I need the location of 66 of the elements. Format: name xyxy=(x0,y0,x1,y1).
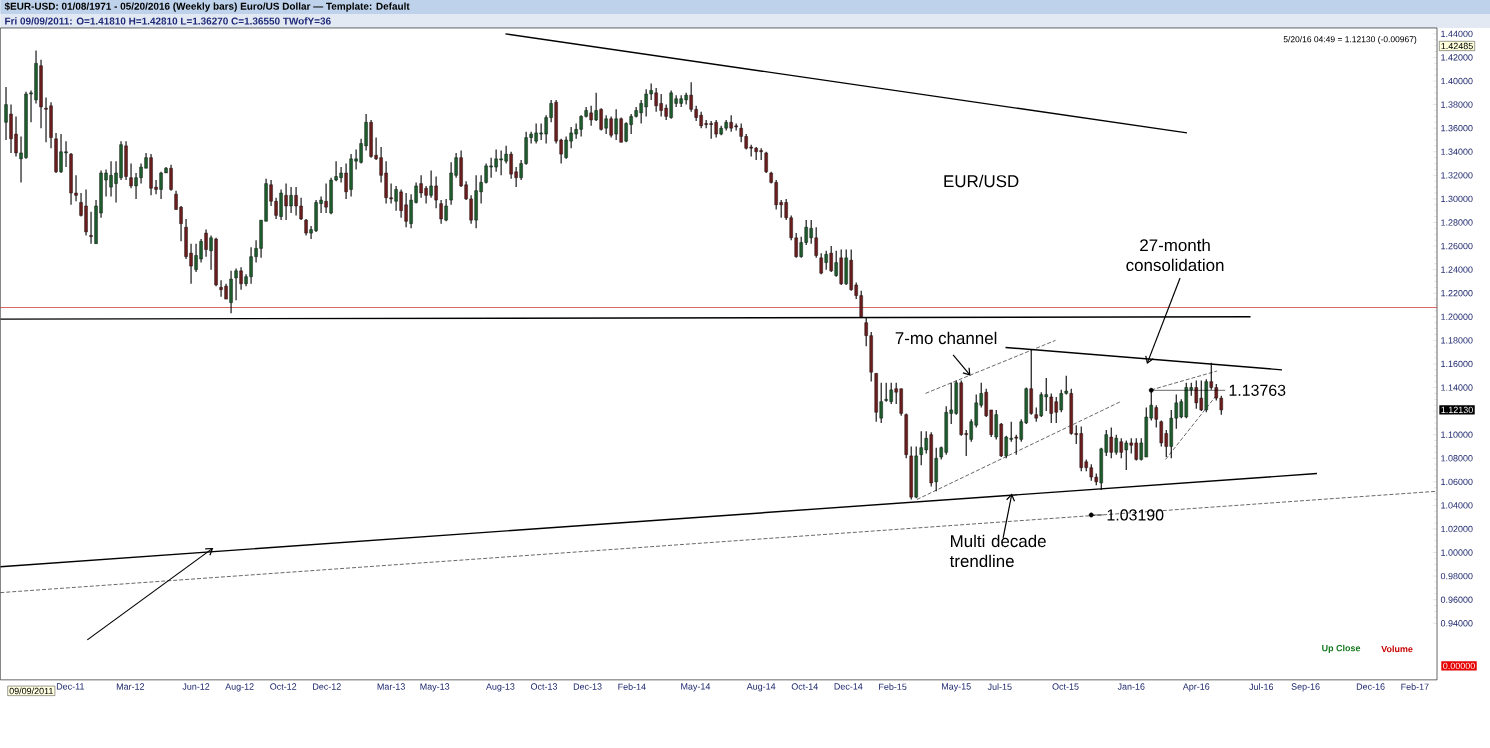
y-tick-label: 1.34000 xyxy=(1441,148,1473,156)
y-tick-label: 1.44000 xyxy=(1441,30,1473,38)
y-tick-label: 1.02000 xyxy=(1441,525,1473,533)
y-tick-label: 1.32000 xyxy=(1441,172,1473,179)
text: 0.00000 xyxy=(1443,662,1475,670)
x-tick-label: May-14 xyxy=(681,683,711,692)
y-tick-label: 1.24000 xyxy=(1441,266,1473,273)
y-tick-label: 1.00000 xyxy=(1441,549,1473,556)
x-tick-label: Dec-13 xyxy=(573,683,602,690)
text: 09/09/2011 xyxy=(9,687,53,695)
text: 1.12130 xyxy=(1441,406,1473,414)
x-tick-label: Apr-16 xyxy=(1182,683,1210,692)
annotation: EUR/USD xyxy=(944,174,1019,188)
x-tick-label: Oct-14 xyxy=(791,683,818,690)
x-tick-label: Oct-13 xyxy=(530,683,558,690)
text: 1.42485 xyxy=(1441,42,1473,50)
y-tick-label: 1.20000 xyxy=(1441,313,1473,321)
x-tick-label: Dec-16 xyxy=(1356,683,1385,690)
annotation: 7-mo channel xyxy=(895,331,997,345)
x-tick-label: Feb-17 xyxy=(1401,683,1429,691)
y-tick-label: 1.36000 xyxy=(1441,125,1473,132)
y-tick-label: 1.16000 xyxy=(1441,360,1473,368)
data-label: 1.03190 xyxy=(1107,509,1164,521)
x-tick-label: May-15 xyxy=(942,683,971,692)
x-tick-label: Dec-12 xyxy=(313,683,341,690)
y-tick-label: 1.18000 xyxy=(1441,337,1473,344)
y-tick-label: 0.94000 xyxy=(1440,620,1473,627)
x-tick-label: Jul-16 xyxy=(1249,683,1274,691)
y-tick-label: 1.08000 xyxy=(1441,455,1473,462)
y-tick-label: 1.26000 xyxy=(1441,242,1473,250)
x-tick-label: Oct-15 xyxy=(1052,683,1079,690)
x-tick-label: Dec-14 xyxy=(834,683,863,690)
y-tick-label: 1.30000 xyxy=(1441,195,1473,203)
chart-subtitle: Fri 09/09/2011: O=1.41810 H=1.42810 L=1.36270 C=1.36550 TWofY=36 xyxy=(5,17,331,25)
x-tick-label: Aug-12 xyxy=(225,683,254,692)
x-tick-label: Aug-14 xyxy=(746,683,776,692)
x-tick-label: Jul-15 xyxy=(987,683,1012,691)
y-tick-label: 0.98000 xyxy=(1440,573,1473,580)
annotation: 27-month consolidation xyxy=(1126,238,1224,272)
y-tick-label: 1.22000 xyxy=(1441,290,1473,297)
y-tick-label: 1.14000 xyxy=(1441,384,1473,391)
y-tick-label: 1.06000 xyxy=(1441,478,1473,486)
annotation: Up Close xyxy=(1322,644,1361,654)
x-tick-label: Feb-14 xyxy=(618,683,646,691)
y-tick-label: 1.10000 xyxy=(1441,431,1473,438)
x-tick-label: Jan-16 xyxy=(1117,683,1145,690)
annotation: Volume xyxy=(1381,645,1413,653)
x-tick-label: Dec-11 xyxy=(56,683,84,690)
y-tick-label: 0.96000 xyxy=(1440,596,1473,603)
y-tick-label: 1.28000 xyxy=(1441,219,1473,226)
x-tick-label: Mar-13 xyxy=(377,683,405,690)
x-tick-label: Aug-13 xyxy=(485,683,515,692)
annotation: Multi decade trendline xyxy=(949,534,1046,568)
x-tick-label: Oct-12 xyxy=(270,683,297,690)
x-tick-label: Sep-16 xyxy=(1291,683,1320,692)
y-tick-label: 1.04000 xyxy=(1441,502,1473,509)
y-tick-label: 1.40000 xyxy=(1441,77,1473,85)
x-tick-label: Jun-12 xyxy=(182,683,210,690)
chart-title: $EUR-USD: 01/08/1971 - 05/20/2016 (Weekly bars) Euro/US Dollar — Template: Default xyxy=(4,2,410,12)
x-tick-label: Mar-12 xyxy=(116,683,145,690)
y-tick-label: 1.38000 xyxy=(1441,101,1473,108)
annotation: 5/20/16 04:49 = 1.12130 (-0.00967) xyxy=(1283,36,1417,44)
x-tick-label: May-13 xyxy=(420,683,450,692)
y-tick-label: 1.42000 xyxy=(1441,54,1473,61)
data-label: 1.13763 xyxy=(1229,384,1286,397)
x-tick-label: Feb-15 xyxy=(879,683,907,691)
